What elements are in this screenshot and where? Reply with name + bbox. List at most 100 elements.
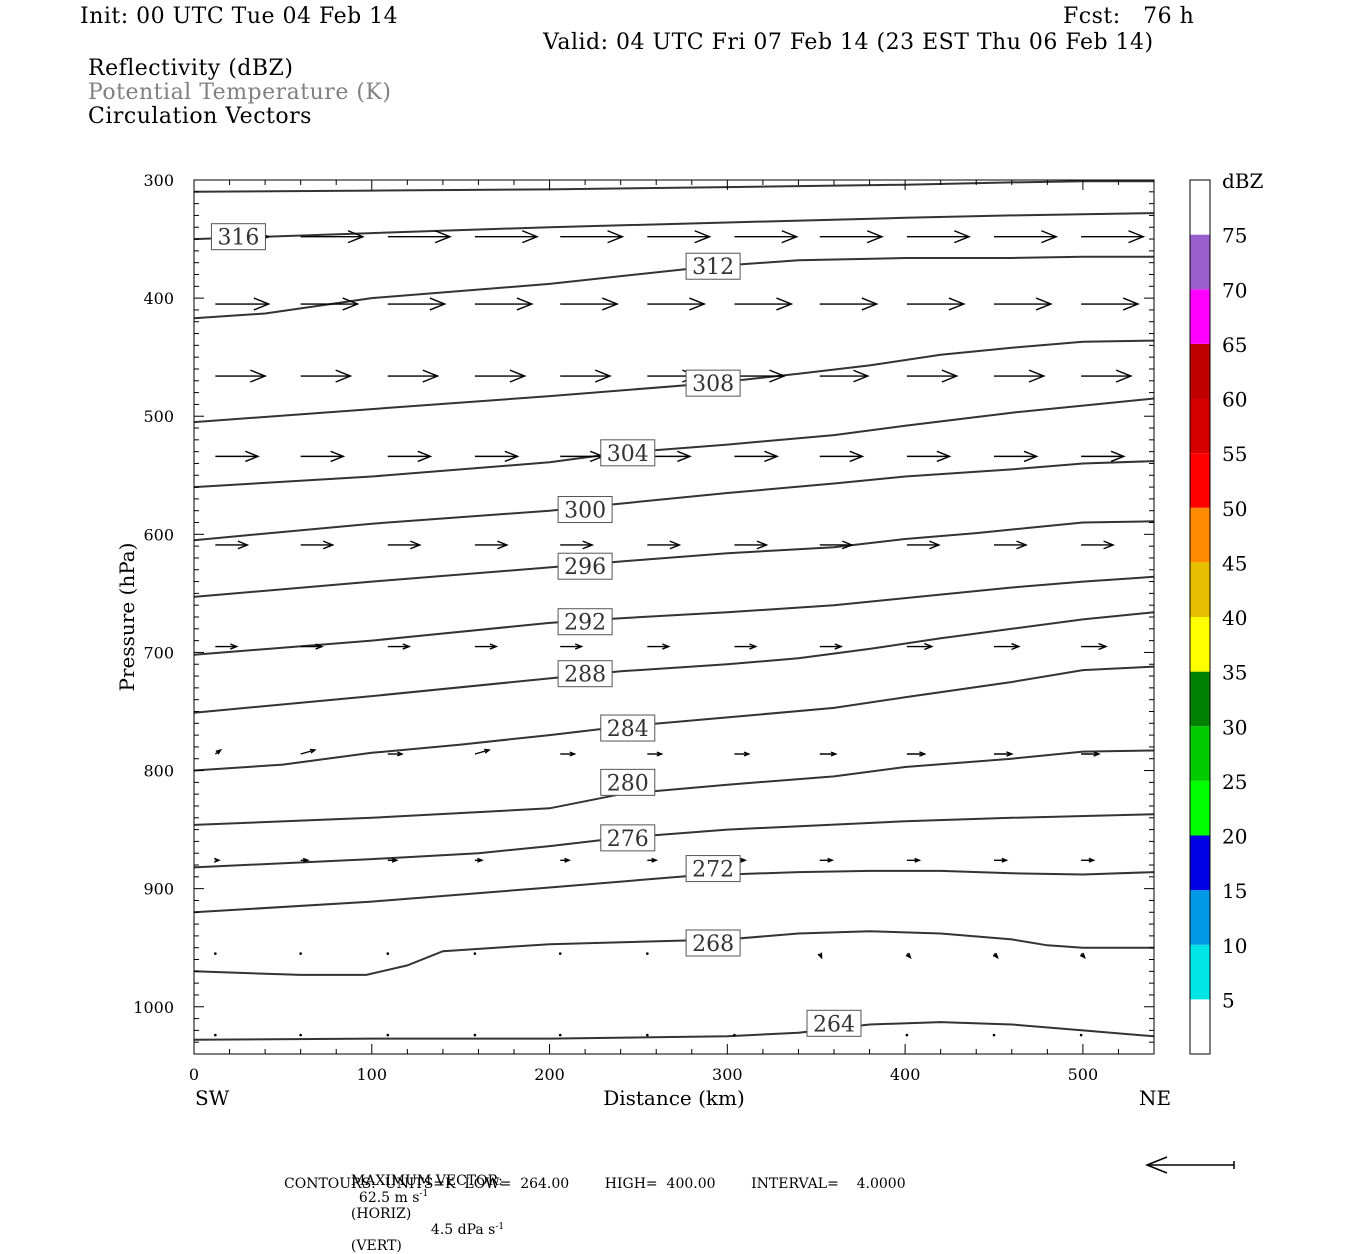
contour-312: [193, 255, 1154, 320]
max-vector-label: MAXIMUM VECTOR:: [350, 1173, 503, 1189]
contour-label-box-288: [557, 660, 613, 688]
contour-label-296: 296: [564, 555, 606, 580]
circulation-vector: [299, 952, 302, 955]
circulation-vector: [299, 1033, 302, 1037]
colorbar-bin: [1190, 398, 1210, 454]
circulation-vector: [906, 297, 966, 311]
contour-label-box-276: [600, 824, 656, 852]
circulation-vector: [474, 369, 527, 383]
circulation-vector: [734, 450, 779, 463]
circulation-vector: [474, 857, 484, 863]
colorbar-bin: [1190, 617, 1210, 672]
circulation-vector: [558, 1033, 562, 1037]
circulation-vector: [473, 952, 477, 955]
circulation-vector: [994, 369, 1046, 383]
colorbar-level-label: 65: [1222, 333, 1247, 357]
field-circulation-vectors: Circulation Vectors: [88, 104, 312, 129]
circulation-vector: [994, 642, 1021, 651]
circulation-vector: [300, 230, 365, 244]
y-tick-label: 400: [143, 289, 174, 308]
x-axis-label: Distance (km): [603, 1086, 745, 1110]
colorbar-level-label: 35: [1222, 661, 1247, 685]
circulation-vector: [647, 643, 671, 650]
cross-section-chart: 2642682722762802842882922963003043083123…: [115, 169, 1264, 1174]
circulation-vector: [387, 643, 411, 650]
contour-268: [193, 930, 1154, 976]
circulation-vector: [560, 230, 625, 244]
y-tick-label: 800: [143, 762, 174, 781]
init-time: Init: 00 UTC Tue 04 Feb 14: [80, 4, 399, 29]
colorbar-level-label: 55: [1222, 442, 1247, 466]
circulation-vector: [994, 230, 1059, 244]
circulation-vector: [560, 751, 577, 757]
y-axis-label: Pressure (hPa): [115, 543, 139, 692]
circulation-vector: [386, 952, 390, 955]
circulation-vector: [906, 642, 934, 651]
circulation-vector: [906, 751, 927, 757]
contour-label-308: 308: [692, 372, 734, 397]
circulation-vector: [819, 540, 854, 550]
contour-label-box-264: [806, 1009, 862, 1037]
circulation-vector: [906, 230, 971, 244]
circulation-vector: [1081, 450, 1126, 463]
circulation-vector: [560, 369, 612, 383]
contour-296: [193, 520, 1155, 598]
circulation-vector: [817, 952, 823, 960]
x-end-label-left: SW: [195, 1086, 230, 1110]
circulation-vector: [819, 450, 865, 463]
contour-label-box-300: [557, 496, 613, 524]
circulation-vector: [300, 369, 353, 383]
circulation-vector: [387, 450, 433, 463]
circulation-vector: [560, 857, 571, 863]
circulation-vector: [214, 952, 217, 955]
colorbar-bin: [1190, 453, 1210, 508]
contour-label-layer: 264 268 272 276 280 284 288 292 296 300 304 308 312 3…: [210, 223, 862, 1037]
x-tick-label: 400: [890, 1065, 921, 1084]
circulation-vector: [906, 540, 941, 550]
contour-272: [193, 869, 1155, 914]
contour-label-box-292: [557, 608, 613, 636]
colorbar-level-label: 20: [1222, 825, 1247, 849]
vert-unit: (VERT): [350, 1238, 402, 1254]
colorbar-bin: [1190, 562, 1210, 617]
horiz-superscript: -1: [419, 1189, 429, 1199]
contour-300: [193, 460, 1155, 542]
circulation-vector: [558, 952, 562, 955]
contour-label-box-280: [600, 768, 656, 796]
colorbar-level-label: 25: [1222, 770, 1247, 794]
colorbar-level-label: 60: [1222, 388, 1247, 412]
y-tick-label: 500: [143, 407, 174, 426]
contour-276: [193, 813, 1155, 869]
circulation-vector: [819, 643, 843, 650]
reference-vector: [1144, 1156, 1235, 1174]
colorbar-bin: [1190, 343, 1210, 399]
circulation-vector: [906, 857, 922, 863]
contour-label-268: 268: [692, 932, 734, 957]
colorbar-frame: [1189, 179, 1211, 1055]
circulation-vector: [474, 748, 491, 755]
circulation-vector: [1081, 751, 1101, 757]
circulation-vector: [734, 751, 751, 757]
circulation-vector: [1081, 369, 1133, 383]
valid-time: Valid: 04 UTC Fri 07 Feb 14 (23 EST Thu …: [543, 30, 1154, 55]
tick-layer: 0 100 200 300 400 500 300 400 500 600 700 800 900 100…: [133, 171, 1155, 1084]
circulation-vector: [300, 857, 310, 863]
circulation-vector: [387, 857, 399, 863]
circulation-vector: [1081, 230, 1146, 244]
x-tick-label: 0: [189, 1065, 199, 1084]
field-potential-temperature: Potential Temperature (K): [88, 80, 392, 105]
circulation-vector: [1081, 540, 1115, 550]
circulation-vector: [906, 369, 959, 383]
circulation-vector: [994, 751, 1014, 757]
circulation-vector: [215, 540, 250, 550]
y-tick-label: 1000: [133, 998, 174, 1017]
circulation-vector: [300, 450, 346, 463]
circulation-vector: [214, 748, 223, 755]
circulation-vector: [906, 450, 952, 463]
circulation-vector: [734, 297, 794, 311]
colorbar-level-label: 15: [1222, 879, 1247, 903]
contour-320: [193, 180, 1154, 193]
contour-label-300: 300: [564, 499, 606, 524]
max-vector-line: MAXIMUM VECTOR: 62.5 m s-1 (HORIZ) 4.5 d…: [342, 1157, 504, 1254]
colorbar-level-label: 30: [1222, 715, 1247, 739]
